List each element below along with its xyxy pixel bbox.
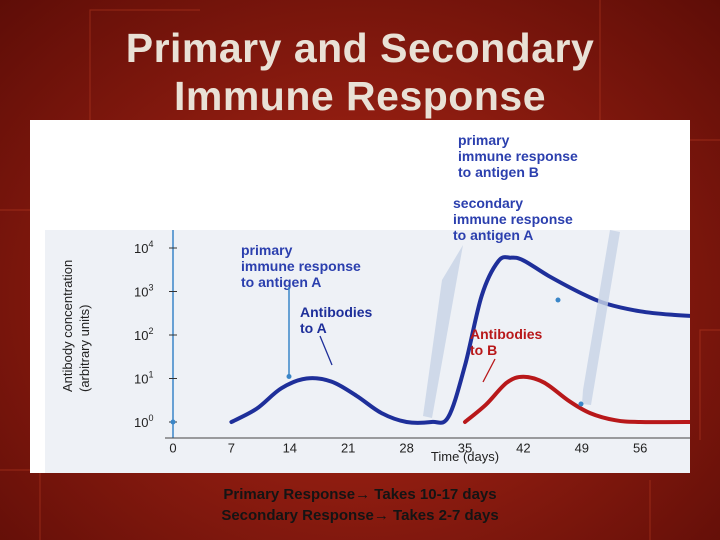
series-line-antibodies-b [463,374,690,425]
x-tick-label: 28 [399,441,413,456]
y-tick-label: 103 [134,283,153,300]
y-tick-label: 104 [134,239,153,256]
annotation-primary-a: primary immune response to antigen A [241,242,361,290]
caption-primary-text: Takes 10-17 days [374,486,497,503]
title-line-2: Immune Response [173,73,547,119]
y-tick-label: 101 [134,370,153,387]
y-axis-title: Antibody concentration (arbitrary units) [60,260,92,392]
x-tick-label: 21 [341,441,355,456]
annotation-dot-secondary-a [555,297,561,303]
x-tick-label: 0 [169,441,176,456]
annotation-pointer-antibodies-b [482,358,496,383]
x-tick-label: 49 [575,441,589,456]
annotation-band-secondary-a [423,245,463,418]
x-tick-label: 7 [228,441,235,456]
y-tick-label: 102 [134,326,153,343]
origin-marker [170,419,176,425]
antibody-chart: 100 101 102 103 104 0 7 14 21 28 35 42 49 56 Time (day… [45,132,690,473]
caption-secondary-label: Secondary Response [221,507,374,524]
caption-primary-label: Primary Response [223,486,356,503]
x-tick-label: 14 [283,441,297,456]
slide-title: Primary and Secondary Immune Response [0,24,720,120]
annotation-antibodies-a: Antibodies to A [300,304,373,336]
annotation-primary-b: primary immune response to antigen B [458,132,578,180]
arrow-right-icon: → [355,486,371,503]
x-tick-label: 35 [458,441,472,456]
caption-line-1: Primary Response→ Takes 10-17 days [0,484,720,505]
caption-line-2: Secondary Response→ Takes 2-7 days [0,505,720,526]
annotation-secondary-a: secondary immune response to antigen A [453,195,573,243]
x-axis-title: Time (days) [431,449,499,464]
y-tick-label: 100 [134,413,153,430]
x-tick-label: 56 [633,441,647,456]
chart-figure: 100 101 102 103 104 0 7 14 21 28 35 42 49 56 Time (day… [30,120,690,473]
annotation-pointer-antibodies-a [319,335,333,366]
caption: Primary Response→ Takes 10-17 days Secon… [0,484,720,526]
annotation-band-primary-b [582,230,620,405]
caption-secondary-text: Takes 2-7 days [393,507,499,524]
plot-background [45,230,690,473]
annotation-antibodies-b: Antibodies to B [470,326,543,358]
annotation-dot-primary-b [578,401,584,407]
title-line-1: Primary and Secondary [125,25,595,71]
x-tick-label: 42 [516,441,530,456]
annotation-dot-primary-a [286,374,292,379]
arrow-right-icon: → [373,507,389,524]
